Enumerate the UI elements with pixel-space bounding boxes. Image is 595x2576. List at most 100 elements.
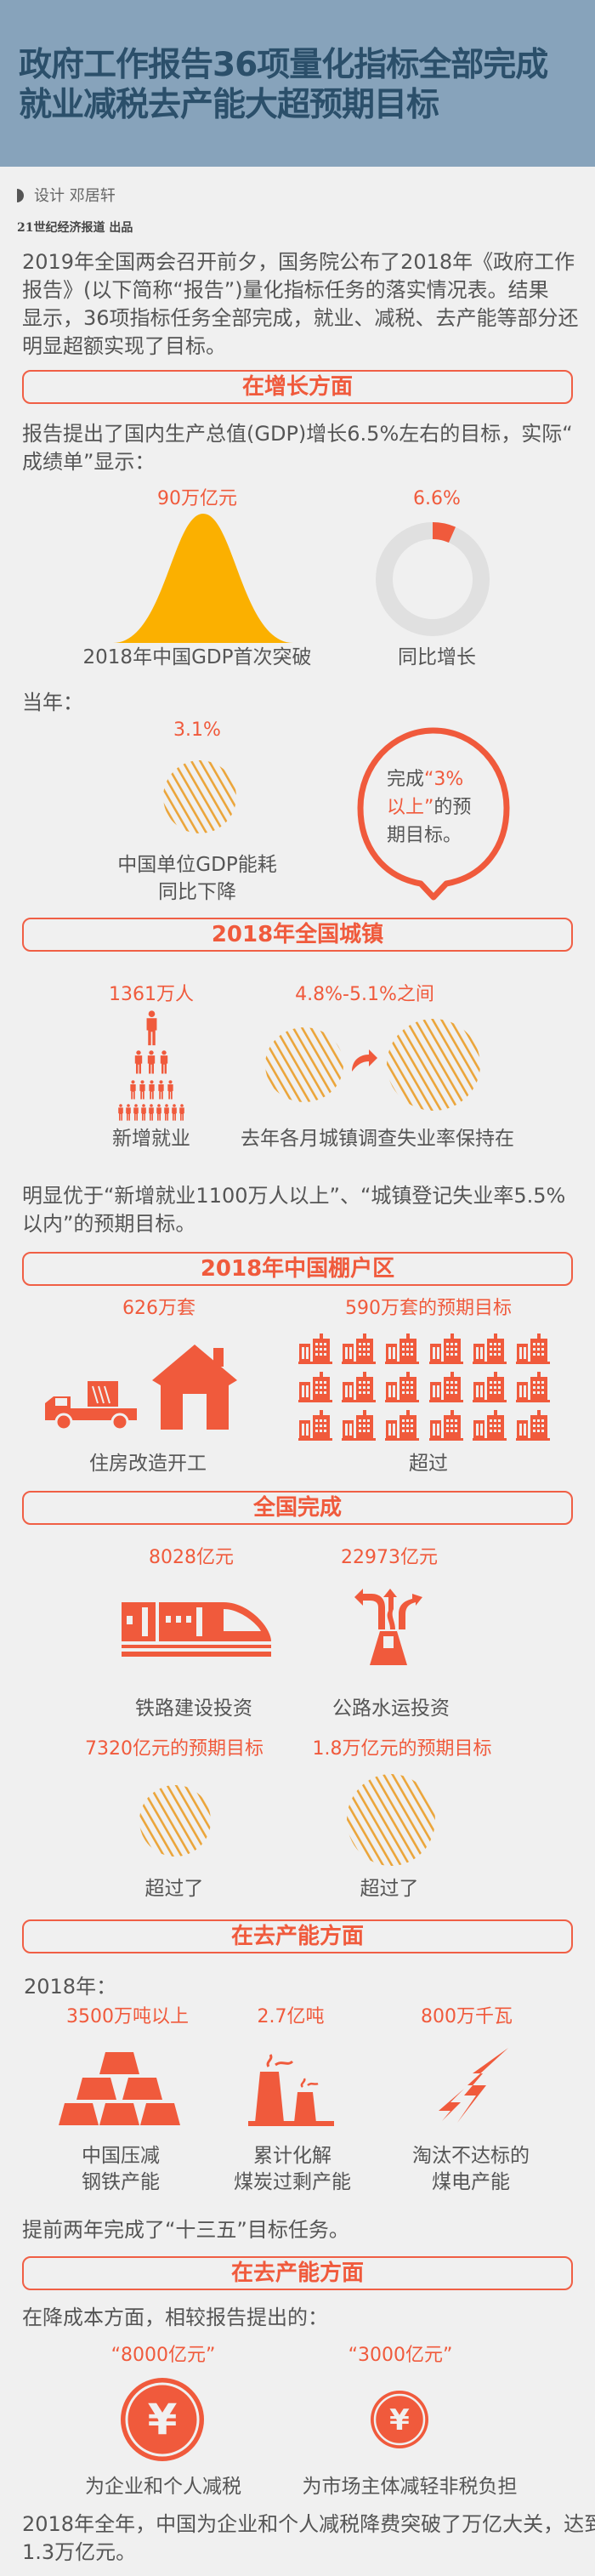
person-icon [146, 1050, 156, 1074]
shanty-started-value: 626万套 [122, 1298, 196, 1319]
jobs-value: 1361万人 [109, 984, 194, 1005]
bubble-text: 完成“3% 以上”的预 期目标。 [387, 765, 471, 850]
bubble-text-post: 的预 [434, 797, 472, 818]
person-icon [159, 1050, 169, 1074]
road-caption: 公路水运投资 [332, 1697, 450, 1720]
intro-paragraph: 2019年全国两会召开前夕，国务院公布了2018年《政府工作 报告》(以下简称“… [22, 248, 579, 361]
cost-line: 1.3万亿元。 [22, 2540, 137, 2564]
building-icon [298, 1410, 332, 1441]
yuan-symbol: ¥ [148, 2395, 178, 2444]
person-icon [133, 1050, 144, 1074]
donut-value-arc [376, 522, 490, 636]
power-value: 800万千瓦 [421, 2006, 513, 2027]
urban-line: 明显优于“新增就业1100万人以上”、“城镇登记失业率5.5% [22, 1184, 566, 1208]
shanty-started-caption: 住房改造开工 [89, 1453, 207, 1475]
bubble-highlight: “3% [424, 769, 464, 790]
fees-caption: 为市场主体减轻非税负担 [302, 2476, 518, 2498]
growth-line: 报告提出了国内生产总值(GDP)增长6.5%左右的目标，实际“ [22, 422, 573, 446]
bubble-text-post: 期目标。 [387, 825, 462, 846]
building-icon [385, 1372, 419, 1402]
urban-line: 以内”的预期目标。 [22, 1212, 196, 1236]
person-icon [167, 1080, 174, 1100]
shanty-target-caption: 超过 [409, 1453, 448, 1475]
energy-caption-line1: 中国单位GDP能耗 [117, 854, 277, 876]
donut-track [376, 522, 490, 636]
coal-caption: 累计化解煤炭过剩产能 [234, 2143, 351, 2196]
person-icon [148, 1104, 155, 1121]
person-icon [129, 1080, 137, 1100]
building-icon [385, 1333, 419, 1364]
road-target: 1.8万亿元的预期目标 [312, 1738, 492, 1760]
person-icon [117, 1104, 124, 1121]
intro-line: 2019年全国两会召开前夕，国务院公布了2018年《政府工作 [22, 250, 575, 274]
building-icon [429, 1410, 463, 1441]
growth-line: 成绩单”显示： [22, 450, 156, 474]
gdp-bell-curve [113, 514, 293, 643]
building-icon [516, 1333, 550, 1364]
road-icon [353, 1589, 424, 1665]
gdp-caption: 2018年中国GDP首次突破 [82, 646, 312, 668]
yuan-symbol: ¥ [389, 2403, 410, 2437]
cost-paragraph: 2018年全年，中国为企业和个人减税降费突破了万亿大关，达到 1.3万亿元。 [22, 2511, 595, 2567]
person-icon [140, 1104, 147, 1121]
designer-name: 设计 邓居轩 [34, 187, 116, 205]
building-icon [473, 1372, 507, 1402]
person-icon [178, 1104, 185, 1121]
urban-paragraph: 明显优于“新增就业1100万人以上”、“城镇登记失业率5.5% 以内”的预期目标… [22, 1182, 565, 1238]
growth-rate-value: 6.6% [413, 488, 461, 509]
truck-icon [45, 1378, 139, 1431]
section-header-shanty: 2018年中国棚户区 [22, 1252, 573, 1286]
person-icon [163, 1104, 170, 1121]
building-icon [429, 1372, 463, 1402]
that-year-label: 当年： [22, 691, 83, 714]
person-icon [156, 1104, 162, 1121]
caption-line: 煤炭过剩产能 [234, 2171, 351, 2193]
building-icon [516, 1372, 550, 1402]
rail-target: 7320亿元的预期目标 [85, 1738, 264, 1760]
train-icon [122, 1602, 271, 1658]
rail-value: 8028亿元 [149, 1547, 234, 1568]
caption-line: 中国压减 [82, 2145, 160, 2167]
page-title-line1: 政府工作报告36项量化指标全部完成 [19, 46, 548, 84]
growth-rate-caption: 同比增长 [398, 646, 476, 668]
speech-bubble [357, 727, 510, 901]
energy-value: 3.1% [173, 719, 221, 741]
lightning-icon [439, 2048, 510, 2123]
building-icon [298, 1372, 332, 1402]
power-caption: 淘汰不达标的 煤电产能 [412, 2143, 530, 2196]
cost-intro: 在降成本方面，相较报告提出的： [22, 2306, 328, 2329]
unemployment-hatched-circle-small [265, 1027, 343, 1102]
caption-line: 煤电产能 [432, 2171, 510, 2193]
building-icon [342, 1372, 376, 1402]
designer-credit: 设计 邓居轩 [17, 184, 116, 206]
energy-caption-line2: 同比下降 [158, 881, 236, 903]
year-label: 2018年： [24, 1975, 117, 1999]
rail-hatched-circle [139, 1785, 211, 1857]
person-icon [144, 1010, 159, 1046]
section-header-cost: 在去产能方面 [22, 2256, 573, 2290]
yuan-coin-icon-small: ¥ [370, 2390, 429, 2449]
unemployment-caption: 去年各月城镇调查失业率保持在 [241, 1128, 514, 1150]
energy-hatched-circle [163, 760, 236, 833]
building-icon [385, 1410, 419, 1441]
building-icon [473, 1333, 507, 1364]
yuan-coin-icon-large: ¥ [120, 2377, 205, 2462]
factory-icon [248, 2050, 334, 2126]
arrow-icon [348, 1048, 379, 1073]
caption-line: 淘汰不达标的 [412, 2145, 530, 2167]
steel-caption: 中国压减 钢铁产能 [82, 2143, 160, 2196]
jobs-caption: 新增就业 [112, 1128, 190, 1150]
rail-caption: 铁路建设投资 [135, 1697, 252, 1720]
steel-value: 3500万吨以上 [66, 2006, 189, 2027]
growth-paragraph: 报告提出了国内生产总值(GDP)增长6.5%左右的目标，实际“ 成绩单”显示： [22, 420, 573, 476]
fees-value: “3000亿元” [348, 2345, 453, 2366]
publisher-credit: 21世纪经济报道 出品 [17, 221, 133, 235]
person-icon [125, 1104, 132, 1121]
coal-value: 2.7亿吨 [257, 2006, 325, 2027]
section-header-national: 全国完成 [22, 1491, 573, 1525]
road-value: 22973亿元 [341, 1547, 438, 1568]
cost-line: 2018年全年，中国为企业和个人减税降费突破了万亿大关，达到 [22, 2512, 595, 2536]
bubble-highlight: 以上” [387, 797, 434, 818]
section-header-urban: 2018年全国城镇 [22, 918, 573, 952]
caption-line: 累计化解 [253, 2145, 332, 2167]
